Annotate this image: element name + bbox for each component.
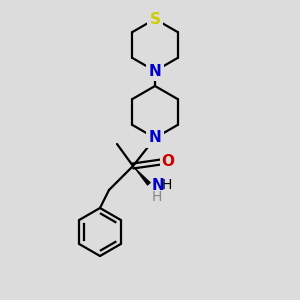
Text: N: N (148, 130, 161, 146)
Text: N: N (148, 64, 161, 79)
Text: H: H (152, 190, 162, 204)
Text: S: S (149, 11, 161, 26)
Text: O: O (161, 154, 175, 169)
Text: H: H (162, 178, 172, 192)
Polygon shape (133, 166, 151, 185)
Text: N: N (152, 178, 165, 193)
